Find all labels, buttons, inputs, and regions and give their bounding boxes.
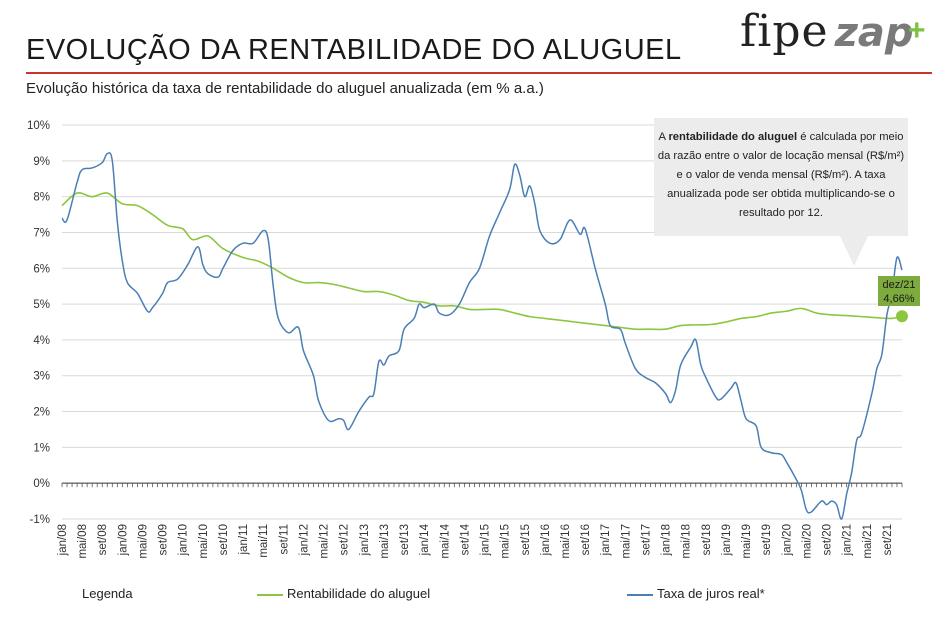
x-tick-label: jan/16 xyxy=(540,524,552,556)
x-tick-label: mai/19 xyxy=(741,524,753,559)
x-tick-label: set/15 xyxy=(520,524,532,555)
x-axis: jan/08 mai/08 set/08 jan/09 mai/09 set/09 jan/… xyxy=(57,482,903,559)
x-tick-label: jan/12 xyxy=(298,524,310,556)
logo-plus-icon: + xyxy=(908,14,926,47)
x-tick-label: jan/19 xyxy=(721,524,733,556)
y-axis-ticks: -1% 0% 1% 2% 3% 4% 5% 6% 7% 8% 9% 10% xyxy=(27,120,50,526)
logo-zap-text: zap xyxy=(834,10,914,56)
x-tick-label: jan/14 xyxy=(419,523,431,556)
methodology-note: A rentabilidade do aluguel é calculada p… xyxy=(654,118,908,236)
x-tick-label: set/19 xyxy=(761,524,773,555)
y-tick-label: 8% xyxy=(33,192,50,204)
x-tick-label: mai/10 xyxy=(198,524,210,559)
x-tick-label: jan/20 xyxy=(781,524,793,556)
x-tick-label: jan/17 xyxy=(600,524,612,556)
x-tick-label: mai/13 xyxy=(379,524,391,559)
y-tick-label: 5% xyxy=(33,299,50,311)
note-prefix: A xyxy=(658,131,669,143)
y-tick-label: 7% xyxy=(33,227,50,239)
callout-value: 4,66% xyxy=(883,293,915,305)
x-tick-label: mai/14 xyxy=(439,523,451,558)
x-tick-label: jan/11 xyxy=(238,524,250,555)
note-text: é calculada por meio da razão entre o va… xyxy=(657,131,905,219)
title-divider xyxy=(26,72,932,74)
x-tick-label: set/10 xyxy=(218,524,230,555)
chart-subtitle: Evolução histórica da taxa de rentabilid… xyxy=(26,80,544,97)
x-tick-label: set/12 xyxy=(339,524,351,555)
callout-date: dez/21 xyxy=(882,279,916,291)
legend-item-rate: Taxa de juros real* xyxy=(657,586,765,601)
highlight-point xyxy=(896,310,908,323)
legend-title: Legenda xyxy=(82,586,133,601)
x-tick-label: set/17 xyxy=(640,524,652,555)
x-tick-label: set/18 xyxy=(701,524,713,555)
x-tick-label: mai/09 xyxy=(137,524,149,559)
note-pointer xyxy=(840,236,868,266)
x-tick-label: set/16 xyxy=(580,524,592,555)
x-tick-label: mai/21 xyxy=(862,524,874,559)
y-tick-label: 0% xyxy=(33,478,50,490)
x-tick-label: set/20 xyxy=(822,524,834,555)
x-tick-label: mai/08 xyxy=(77,524,89,559)
x-tick-label: set/08 xyxy=(97,524,109,555)
x-tick-label: jan/15 xyxy=(480,524,492,556)
x-tick-label: mai/12 xyxy=(319,524,331,559)
x-tick-label: mai/18 xyxy=(681,524,693,559)
y-tick-label: 3% xyxy=(33,371,50,383)
x-tick-label: jan/08 xyxy=(57,524,69,556)
x-tick-label: set/13 xyxy=(399,524,411,555)
x-tick-label: jan/13 xyxy=(359,524,371,556)
legend-swatch-rate xyxy=(627,594,653,596)
y-tick-label: 9% xyxy=(33,156,50,168)
y-tick-label: 2% xyxy=(33,407,50,419)
x-tick-label: mai/11 xyxy=(258,524,270,558)
x-tick-label: mai/17 xyxy=(620,524,632,559)
x-tick-label: set/14 xyxy=(459,523,471,555)
y-tick-label: -1% xyxy=(30,514,50,526)
x-tick-label: mai/20 xyxy=(801,524,813,559)
legend-item-rent: Rentabilidade do aluguel xyxy=(287,586,431,601)
x-tick-label: jan/21 xyxy=(842,524,854,556)
x-tick-label: jan/10 xyxy=(178,524,190,556)
x-tick-label: mai/16 xyxy=(560,524,572,559)
chart-series xyxy=(61,152,908,520)
x-tick-label: set/11 xyxy=(278,524,290,554)
legend-swatch-rent xyxy=(257,594,283,596)
y-tick-label: 6% xyxy=(33,263,50,275)
y-tick-label: 4% xyxy=(33,335,50,347)
series-line-rentabilidade xyxy=(61,191,903,331)
x-tick-label: set/09 xyxy=(158,524,170,555)
x-tick-label: jan/18 xyxy=(661,524,673,556)
x-tick-label: set/21 xyxy=(882,524,894,555)
y-tick-label: 10% xyxy=(27,120,50,132)
note-bold-term: rentabilidade do aluguel xyxy=(668,131,798,143)
x-tick-label: mai/15 xyxy=(500,524,512,559)
y-tick-label: 1% xyxy=(33,442,50,454)
page-title: EVOLUÇÃO DA RENTABILIDADE DO ALUGUEL xyxy=(26,34,682,66)
logo-fipe-text: fipe xyxy=(740,6,829,57)
latest-value-callout: dez/21 4,66% xyxy=(878,276,920,306)
x-tick-label: jan/09 xyxy=(117,524,129,556)
chart-grid xyxy=(62,124,902,520)
series-line-juros-real xyxy=(61,152,903,520)
fipezap-logo: fipe zap + xyxy=(740,6,935,66)
